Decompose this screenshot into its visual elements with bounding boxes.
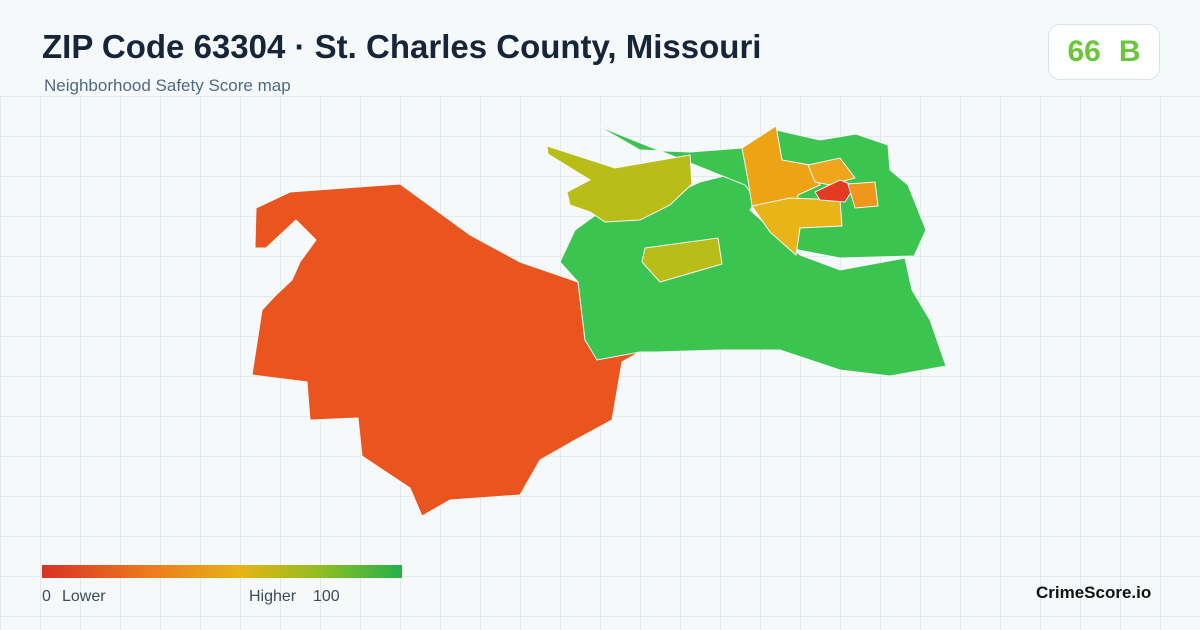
region [546, 145, 693, 223]
region [741, 125, 821, 252]
grade: B [1118, 35, 1141, 68]
subtitle: Neighborhood Safety Score map [44, 76, 291, 95]
legend-min-label: Lower [62, 588, 106, 605]
region [814, 179, 856, 203]
legend-min: 0 [42, 588, 51, 605]
legend-gradient [42, 565, 402, 578]
score-badge: 66 B [1048, 24, 1160, 80]
brand: CrimeScore.io [1036, 583, 1152, 602]
region [847, 181, 879, 209]
score: 66 [1067, 35, 1101, 68]
title: ZIP Code 63304 · St. Charles County, Mis… [42, 28, 762, 65]
legend-max-label: Higher [249, 588, 297, 605]
region [559, 171, 947, 377]
region [641, 237, 723, 283]
header: ZIP Code 63304 · St. Charles County, Mis… [0, 0, 1200, 96]
legend-max: 100 [313, 588, 340, 605]
region [751, 197, 843, 256]
